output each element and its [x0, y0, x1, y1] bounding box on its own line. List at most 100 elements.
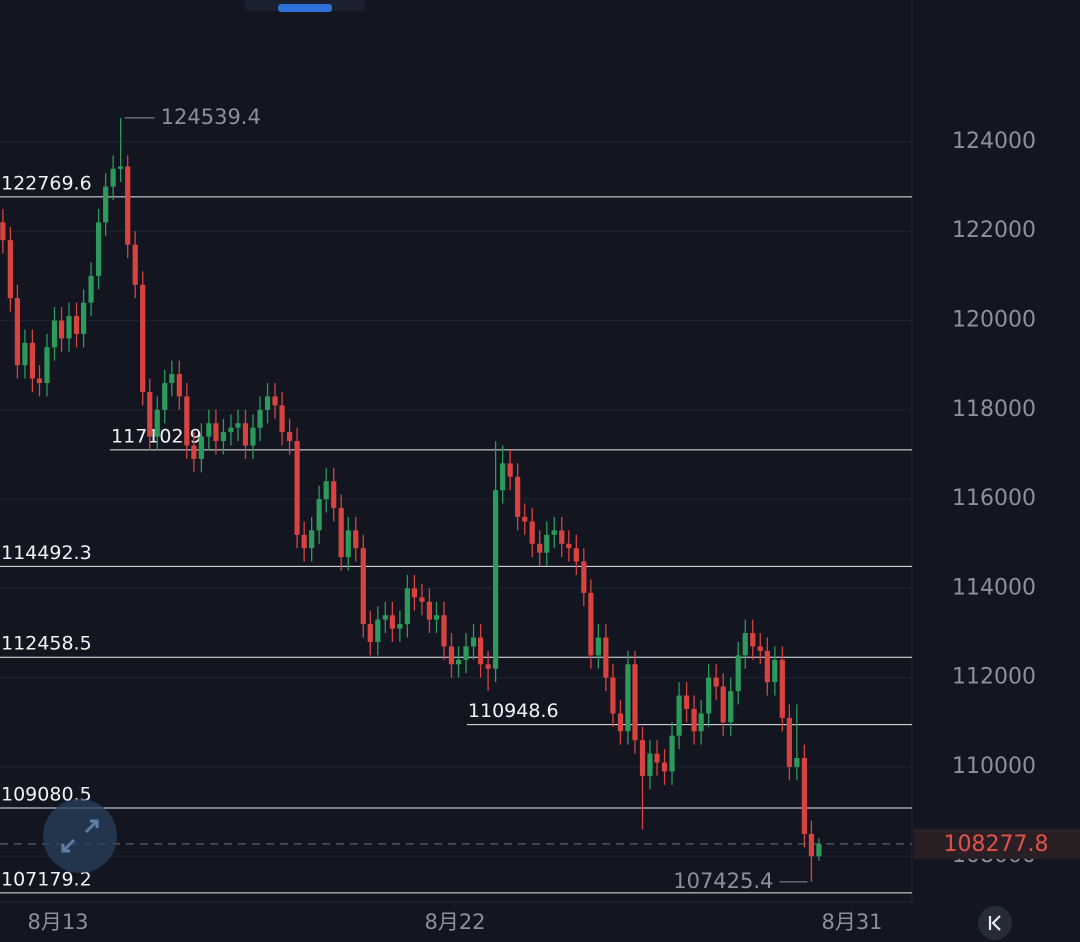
y-tick-label: 122000: [952, 218, 1036, 243]
candle-body: [22, 342, 28, 366]
candle-body: [801, 758, 807, 834]
candle-body: [581, 561, 587, 593]
candle-body: [786, 717, 792, 767]
candle-body: [206, 423, 212, 437]
candle-body: [470, 637, 477, 647]
candle-body: [617, 713, 624, 732]
candle-body: [750, 633, 756, 647]
candle-body: [507, 463, 513, 477]
candle-body: [235, 423, 241, 428]
candle-body: [588, 592, 594, 656]
level-label: 110948.6: [468, 700, 559, 722]
candle-body: [426, 601, 433, 620]
candle-body: [500, 463, 506, 491]
plot: 1080001100001120001140001160001180001200…: [0, 105, 1036, 934]
candle-body: [103, 186, 109, 223]
candle-body: [522, 516, 528, 522]
y-tick-label: 110000: [952, 754, 1036, 779]
candle-body: [419, 597, 425, 602]
candle-body: [683, 695, 690, 709]
candle-body: [132, 244, 138, 285]
collapse-circle[interactable]: [978, 906, 1012, 940]
candle-body: [44, 347, 50, 384]
low-marker-label: 107425.4: [673, 869, 773, 893]
candle-body: [551, 530, 557, 535]
candle-body: [375, 619, 381, 642]
candle-body: [544, 534, 550, 553]
candle-body: [397, 624, 403, 629]
x-tick-label: 8月31: [821, 910, 882, 934]
candle-body: [742, 633, 748, 656]
candle-body: [162, 383, 168, 410]
candle-body: [441, 615, 447, 647]
expand-button[interactable]: [43, 799, 117, 873]
candle-body: [220, 432, 227, 442]
candle-body: [51, 320, 58, 348]
top-tab-button[interactable]: [278, 4, 332, 12]
candle-body: [154, 409, 160, 437]
collapse-button[interactable]: [978, 906, 1012, 940]
candle-body: [654, 753, 660, 763]
candle-body: [529, 521, 535, 544]
candle-body: [757, 646, 763, 651]
candle-body: [286, 432, 293, 442]
candle-body: [0, 222, 6, 241]
candle-body: [669, 735, 675, 772]
candle-body: [772, 659, 778, 683]
candle-body: [140, 284, 146, 392]
candle-body: [455, 659, 462, 665]
candle-body: [264, 396, 271, 410]
candle-body: [36, 378, 43, 384]
candle-body: [147, 391, 153, 437]
candle-body: [720, 686, 726, 723]
candle-body: [213, 423, 219, 442]
candle-body: [338, 508, 344, 558]
candle-body: [463, 646, 469, 660]
candle-body: [228, 427, 234, 433]
candle-body: [110, 168, 116, 187]
candle-body: [184, 396, 190, 446]
candle-body: [118, 166, 124, 169]
candle-body: [29, 342, 36, 379]
candle-body: [661, 762, 668, 772]
candle-body: [713, 677, 719, 687]
candle-body: [676, 695, 682, 736]
candle-body: [485, 664, 491, 669]
candle-body: [566, 543, 572, 549]
candle-body: [360, 548, 366, 625]
candle-body: [433, 615, 440, 620]
last-price-box: [914, 828, 1080, 859]
expand-circle[interactable]: [43, 799, 117, 873]
candle-body: [728, 691, 734, 723]
last-price-label: 108277.8: [944, 832, 1049, 857]
candle-body: [169, 374, 175, 384]
candle-body: [639, 740, 646, 776]
level-label: 109080.5: [1, 784, 92, 806]
candle-body: [515, 476, 521, 517]
candle-body: [559, 530, 565, 544]
candle-body: [573, 548, 579, 562]
candle-body: [353, 530, 359, 549]
candle-body: [176, 374, 182, 397]
candle-body: [323, 481, 329, 500]
candle-body: [706, 677, 712, 714]
candle-body: [610, 677, 616, 714]
candle-body: [595, 637, 601, 656]
level-label: 112458.5: [1, 633, 92, 655]
candle-body: [625, 664, 631, 732]
collapse-icon: [988, 915, 1001, 931]
level-label: 122769.6: [1, 172, 92, 194]
candle-body: [272, 396, 278, 406]
candle-body: [794, 758, 800, 767]
y-tick-label: 114000: [952, 575, 1036, 600]
candle-body: [66, 316, 72, 339]
y-tick-label: 116000: [952, 486, 1036, 511]
candle-body: [73, 316, 80, 334]
expand-icon: [61, 819, 99, 853]
y-tick-label: 120000: [952, 308, 1036, 333]
candle-body: [331, 481, 337, 509]
candle-body: [411, 588, 418, 598]
candle-body: [448, 646, 455, 665]
